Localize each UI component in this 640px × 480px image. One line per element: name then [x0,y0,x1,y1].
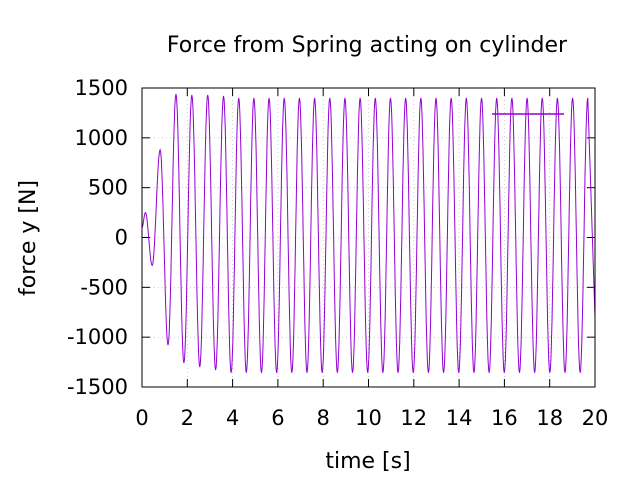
x-tick-label: 18 [536,406,563,430]
y-ticks: 1500 1000 500 0 -500 -1000 -1500 [67,76,595,399]
plot-frame [141,87,596,388]
y-tick-label: 0 [115,226,128,250]
x-tick-label: 14 [446,406,473,430]
x-tick-label: 20 [582,406,609,430]
x-tick-label: 0 [135,406,148,430]
y-tick-label: 1000 [75,126,128,150]
x-tick-label: 10 [355,406,382,430]
plot-area [141,93,596,373]
x-ticks: 0 2 4 6 8 10 12 14 16 18 20 [135,88,608,430]
x-tick-label: 6 [271,406,284,430]
y-tick-label: -1000 [67,325,128,349]
chart-title: Force from Spring acting on cylinder [167,33,568,58]
y-tick-label: 500 [88,176,128,200]
series-line [141,93,596,373]
x-axis-label: time [s] [325,449,410,474]
y-tick-label: -1500 [67,375,128,399]
x-tick-label: 12 [400,406,427,430]
x-tick-label: 4 [226,406,239,430]
x-tick-label: 2 [181,406,194,430]
y-tick-label: 1500 [75,76,128,100]
y-axis-label: force y [N] [16,180,41,296]
x-tick-label: 8 [317,406,330,430]
y-tick-label: -500 [80,275,128,299]
x-tick-label: 16 [491,406,518,430]
